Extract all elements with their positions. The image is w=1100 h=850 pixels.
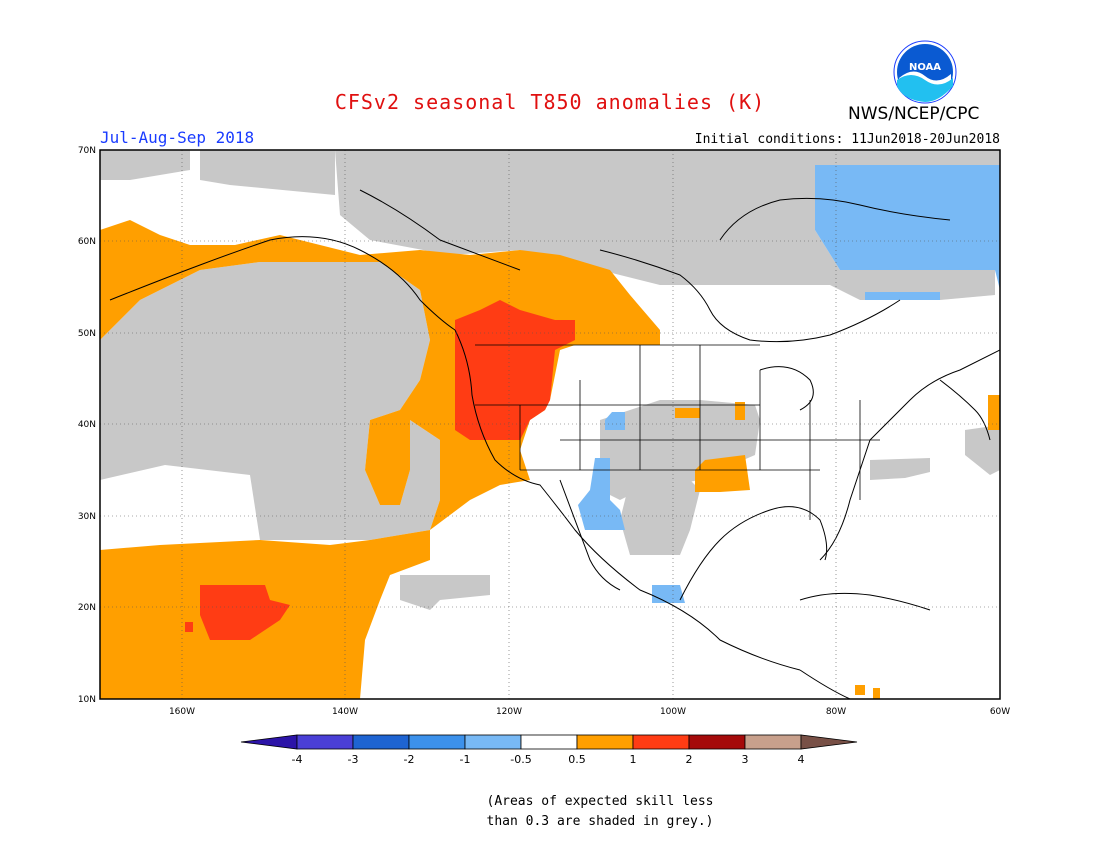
- colorbar-label: 4: [798, 753, 805, 766]
- noaa-logo-icon: NOAA: [893, 40, 957, 104]
- colorbar-segment: [576, 734, 634, 750]
- colorbar-label: -2: [404, 753, 415, 766]
- skill-footnote: (Areas of expected skill less than 0.3 a…: [420, 792, 780, 832]
- initial-conditions-label: Initial conditions: 11Jun2018-20Jun2018: [694, 132, 1000, 147]
- colorbar-label: -0.5: [510, 753, 531, 766]
- colorbar-arrow-low: [240, 734, 298, 750]
- lon-label-60w: 60W: [990, 707, 1010, 717]
- lat-label-50n: 50N: [78, 329, 96, 339]
- colorbar-segment: [464, 734, 522, 750]
- lon-label-80w: 80W: [826, 707, 846, 717]
- colorbar-label: -4: [292, 753, 303, 766]
- state-borders: [475, 344, 880, 520]
- season-label: Jul-Aug-Sep 2018: [100, 128, 255, 147]
- colorbar-label: 2: [686, 753, 693, 766]
- colorbar-label: 0.5: [568, 753, 586, 766]
- lat-label-30n: 30N: [78, 512, 96, 522]
- colorbar-label: 3: [742, 753, 749, 766]
- lat-label-20n: 20N: [78, 603, 96, 613]
- logo-text: NOAA: [909, 62, 941, 73]
- longitude-labels: 160W 140W 120W 100W 80W 60W: [169, 707, 1010, 717]
- cool-anomaly-shading: [578, 165, 1000, 603]
- lon-label-120w: 120W: [496, 707, 522, 717]
- agency-label: NWS/NCEP/CPC: [848, 104, 980, 124]
- map-title: CFSv2 seasonal T850 anomalies (K): [334, 90, 766, 114]
- lon-label-160w: 160W: [169, 707, 195, 717]
- colorbar-segment: [408, 734, 466, 750]
- latitude-labels: 70N 60N 50N 40N 30N 20N 10N: [78, 146, 96, 705]
- map-canvas: [100, 150, 1000, 699]
- footnote-line-1: (Areas of expected skill less: [486, 794, 714, 809]
- lat-label-60n: 60N: [78, 237, 96, 247]
- colorbar-label: 1: [630, 753, 637, 766]
- colorbar-segment: [744, 734, 802, 750]
- low-skill-grey-shading: [100, 150, 1000, 610]
- colorbar-label: -3: [348, 753, 359, 766]
- colorbar-label: -1: [460, 753, 471, 766]
- colorbar-segment: [296, 734, 354, 750]
- colorbar-segment: [632, 734, 690, 750]
- colorbar-segment: [352, 734, 410, 750]
- colorbar-segment: [520, 734, 578, 750]
- coastlines: [109, 189, 1000, 699]
- lat-label-40n: 40N: [78, 420, 96, 430]
- lon-label-100w: 100W: [660, 707, 686, 717]
- map-frame: [99, 149, 1001, 700]
- footnote-line-2: than 0.3 are shaded in grey.): [486, 814, 714, 829]
- lat-label-70n: 70N: [78, 146, 96, 156]
- colorbar-arrow-high: [800, 734, 858, 750]
- colorbar: -4 -3 -2 -1 -0.5 0.5 1 2 3 4: [240, 734, 858, 766]
- colorbar-segment: [688, 734, 746, 750]
- lat-label-10n: 10N: [78, 695, 96, 705]
- lon-label-140w: 140W: [332, 707, 358, 717]
